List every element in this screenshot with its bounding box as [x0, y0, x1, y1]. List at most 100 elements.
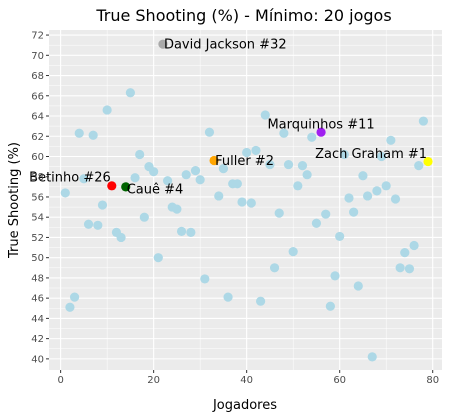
data-point	[288, 247, 298, 257]
x-tick-label: 40	[240, 375, 253, 386]
data-point	[93, 220, 103, 230]
y-axis-ticks: 40 42 44 46 48 50 52 54 56 58 60 62 64 66 68 70 72	[31, 31, 49, 365]
highlight-point	[107, 181, 117, 191]
point-label: Fuller #2	[215, 154, 274, 169]
highlighted-points	[107, 39, 433, 192]
data-point	[69, 292, 80, 302]
point-labels: David Jackson #32 Marquinhos #11 Fuller #2…	[29, 38, 427, 198]
y-tick-label: 64	[31, 112, 44, 123]
data-point	[97, 200, 108, 210]
data-point	[335, 231, 345, 242]
data-point	[321, 209, 331, 219]
data-point	[344, 193, 354, 203]
data-point	[362, 191, 373, 201]
x-tick-label: 80	[426, 375, 439, 386]
grid-major	[49, 30, 442, 370]
data-point	[102, 105, 112, 115]
data-point	[325, 301, 335, 311]
data-point	[293, 181, 303, 191]
data-point	[353, 281, 363, 291]
data-point	[274, 208, 284, 218]
y-tick-label: 70	[31, 51, 44, 62]
x-axis-ticks: 0 20 40 60 80	[57, 370, 439, 386]
point-label: Marquinhos #11	[267, 118, 374, 133]
highlight-point	[158, 39, 168, 49]
data-point	[414, 160, 424, 171]
data-point	[74, 128, 84, 138]
x-axis-title: Jogadores	[212, 398, 277, 413]
point-label: Cauê #4	[127, 182, 184, 197]
data-point	[283, 159, 294, 170]
data-point	[418, 116, 428, 126]
data-point	[372, 186, 382, 196]
x-tick-label: 0	[57, 375, 63, 386]
data-point	[135, 149, 145, 160]
data-point	[186, 227, 196, 237]
data-point	[390, 194, 401, 204]
data-point	[116, 232, 126, 243]
highlight-point	[316, 127, 326, 137]
data-point	[149, 167, 159, 177]
data-point	[172, 204, 182, 214]
data-point	[251, 145, 261, 156]
data-point	[349, 207, 359, 217]
y-tick-label: 54	[31, 213, 44, 224]
y-tick-label: 58	[31, 172, 44, 183]
data-point	[237, 197, 247, 207]
data-point	[65, 302, 75, 312]
data-point	[214, 191, 224, 201]
y-tick-label: 40	[31, 354, 44, 365]
data-point	[409, 240, 419, 251]
data-point	[404, 264, 415, 274]
data-point	[358, 171, 368, 181]
y-tick-label: 42	[31, 334, 44, 345]
data-point	[83, 219, 94, 229]
y-tick-label: 52	[31, 233, 44, 244]
x-tick-label: 20	[147, 375, 160, 386]
data-point	[204, 127, 215, 137]
y-tick-label: 56	[31, 192, 44, 203]
data-point	[125, 88, 135, 98]
data-point	[386, 135, 396, 145]
y-tick-label: 48	[31, 273, 44, 284]
y-tick-label: 60	[31, 152, 44, 163]
data-point	[302, 170, 312, 180]
y-tick-label: 46	[31, 294, 44, 305]
data-point	[200, 274, 210, 284]
y-tick-label: 44	[31, 314, 44, 325]
data-point	[330, 271, 340, 281]
data-point	[311, 218, 322, 228]
data-points	[60, 88, 428, 362]
y-axis-title: True Shooting (%)	[7, 142, 22, 259]
data-point	[339, 149, 349, 160]
data-point	[195, 175, 205, 185]
data-point	[139, 212, 149, 222]
data-point	[395, 263, 405, 273]
point-label: Betinho #26	[29, 170, 111, 185]
highlight-point	[121, 182, 131, 192]
data-point	[367, 352, 377, 362]
point-label: Zach Graham #1	[315, 147, 427, 162]
data-point	[79, 174, 89, 184]
data-point	[88, 130, 98, 140]
data-point	[218, 164, 229, 174]
y-tick-label: 50	[31, 253, 44, 264]
data-point	[376, 151, 387, 162]
data-point	[260, 110, 270, 120]
y-tick-label: 68	[31, 71, 44, 82]
highlight-point	[423, 156, 433, 167]
y-tick-label: 72	[31, 31, 44, 42]
data-point	[153, 253, 163, 263]
data-point	[162, 176, 173, 186]
data-point	[381, 181, 391, 191]
data-point	[181, 170, 191, 180]
grid-minor	[49, 30, 442, 370]
data-point	[190, 166, 201, 176]
data-point	[307, 132, 317, 142]
data-point	[176, 226, 187, 236]
data-point	[246, 198, 256, 208]
data-point	[265, 159, 275, 170]
data-point	[60, 188, 70, 198]
chart-title: True Shooting (%) - Mínimo: 20 jogos	[95, 6, 391, 25]
